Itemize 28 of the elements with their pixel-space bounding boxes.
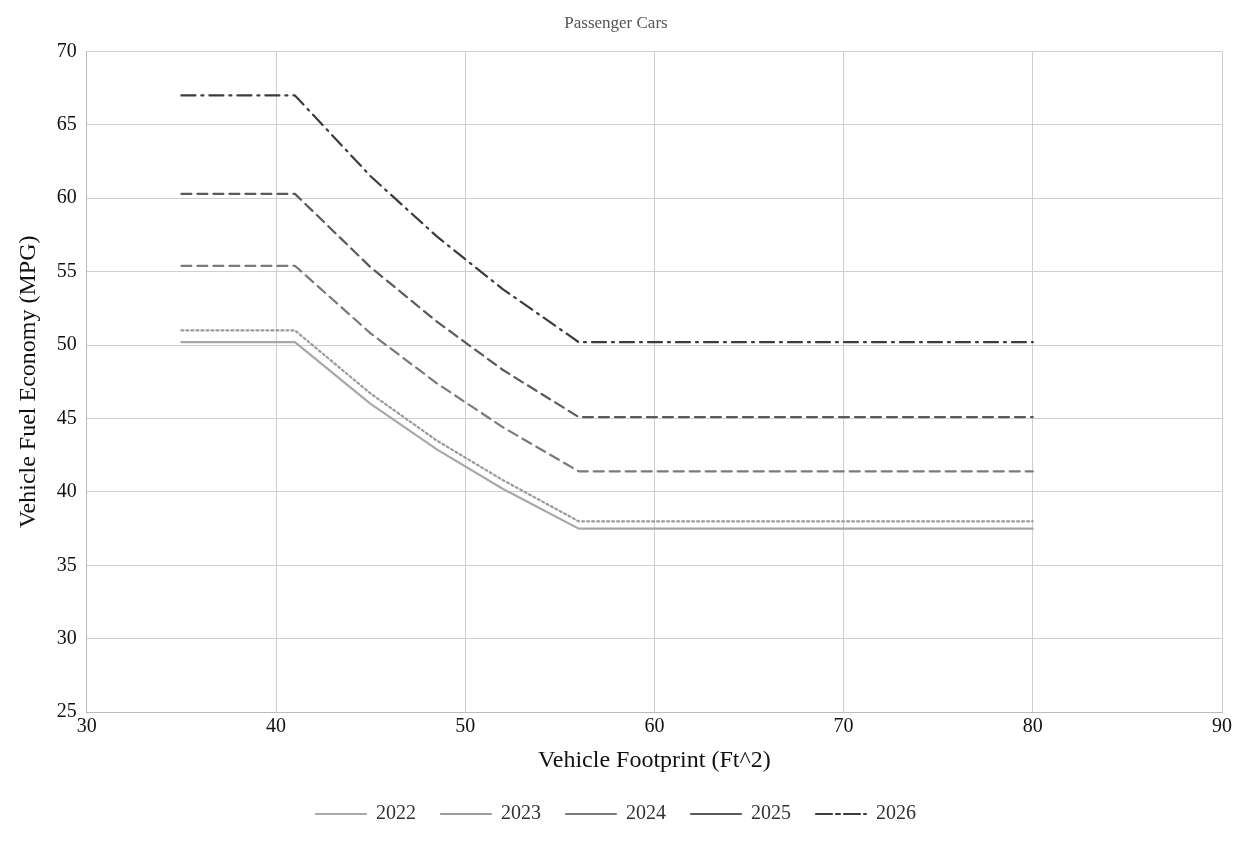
y-tick-label: 45: [56, 405, 77, 428]
legend-label: 2025: [751, 801, 791, 824]
y-tick-label: 65: [56, 112, 77, 135]
line-series: [180, 264, 1034, 473]
chart-title: Passenger Cars: [564, 12, 668, 32]
x-tick-label: 50: [455, 714, 476, 737]
x-tick-label: 70: [833, 714, 854, 737]
x-tick-label: 40: [266, 714, 286, 737]
y-axis-title: Vehicle Fuel Economy (MPG): [13, 235, 40, 529]
y-tick-label: 60: [56, 185, 77, 208]
legend-label: 2026: [876, 801, 916, 824]
y-tick-label: 30: [56, 626, 77, 649]
legend-label: 2024: [626, 801, 666, 824]
line-series: [180, 94, 1034, 344]
y-tick-label: 70: [56, 38, 77, 61]
x-tick-label: 90: [1212, 714, 1232, 737]
x-tick-label: 80: [1022, 714, 1043, 737]
y-tick-label: 50: [56, 332, 77, 355]
y-tick-label: 55: [56, 258, 77, 281]
line-series: [180, 192, 1034, 419]
y-tick-label: 25: [56, 699, 77, 722]
y-tick-label: 40: [56, 479, 77, 502]
x-axis-title: Vehicle Footprint (Ft^2): [538, 745, 771, 772]
legend-label: 2023: [501, 801, 541, 824]
legend-label: 2022: [376, 801, 416, 824]
y-tick-label: 35: [56, 552, 77, 575]
x-tick-label: 30: [76, 714, 97, 737]
x-tick-label: 60: [644, 714, 665, 737]
